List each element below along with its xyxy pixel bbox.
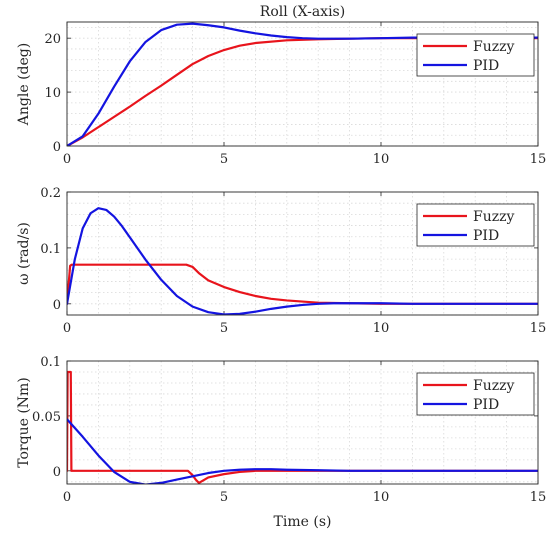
subplot-2: 0 5 10 15 0 0.1 0.2 ω (rad/s) Fuzzy PID (16, 186, 546, 336)
legend: Fuzzy PID (416, 33, 535, 77)
chart-title: Roll (X-axis) (260, 4, 345, 20)
x-tick-label: 10 (373, 490, 390, 505)
x-tick-label: 15 (530, 321, 547, 336)
axes-frame (66, 191, 539, 316)
legend-box (416, 372, 535, 416)
y-tick-label: 0.05 (32, 410, 61, 425)
legend-label: PID (473, 228, 499, 244)
y-tick-label: 0.2 (40, 186, 61, 201)
y-tick-label: 0.1 (40, 242, 61, 257)
legend-box (416, 33, 535, 77)
x-tick-label: 0 (63, 152, 71, 167)
x-tick-label: 5 (220, 321, 228, 336)
legend-box (416, 203, 535, 247)
legend-label: Fuzzy (473, 39, 514, 55)
x-tick-label: 15 (530, 152, 547, 167)
x-tick-label: 5 (220, 152, 228, 167)
legend-label: PID (473, 58, 499, 74)
legend-label: Fuzzy (473, 378, 514, 394)
legend-label: Fuzzy (473, 209, 514, 225)
axes-frame (66, 21, 539, 147)
series-line-pid (67, 418, 538, 484)
subplot-3: 0 5 10 15 0 0.05 0.1 Torque (Nm) Time (s) Fuzzy PI… (16, 355, 546, 530)
y-axis-label: ω (rad/s) (16, 222, 32, 285)
legend: Fuzzy PID (416, 203, 535, 247)
x-tick-label: 0 (63, 490, 71, 505)
y-tick-label: 0 (53, 140, 61, 155)
series-group (67, 207, 538, 315)
subplot-1: 0 5 10 15 0 10 20 Roll (X-axis) Angle (deg) Fuzzy… (16, 4, 546, 167)
axes-frame (66, 360, 539, 485)
y-tick-label: 10 (44, 86, 61, 101)
x-tick-label: 15 (530, 490, 547, 505)
y-tick-label: 0 (53, 298, 61, 313)
series-line-pid (67, 22, 538, 146)
legend-label: PID (473, 397, 499, 413)
y-tick-label: 0 (53, 465, 61, 480)
x-tick-label: 10 (373, 321, 390, 336)
y-axis-label: Torque (Nm) (16, 377, 32, 468)
x-tick-label: 0 (63, 321, 71, 336)
x-tick-label: 5 (220, 490, 228, 505)
series-group (67, 370, 538, 484)
x-axis-label: Time (s) (274, 514, 332, 530)
series-line-pid (67, 207, 538, 315)
legend: Fuzzy PID (416, 372, 535, 416)
y-tick-label: 0.1 (40, 355, 61, 370)
x-tick-label: 10 (373, 152, 390, 167)
y-axis-label: Angle (deg) (16, 43, 32, 126)
y-tick-label: 20 (44, 32, 61, 47)
